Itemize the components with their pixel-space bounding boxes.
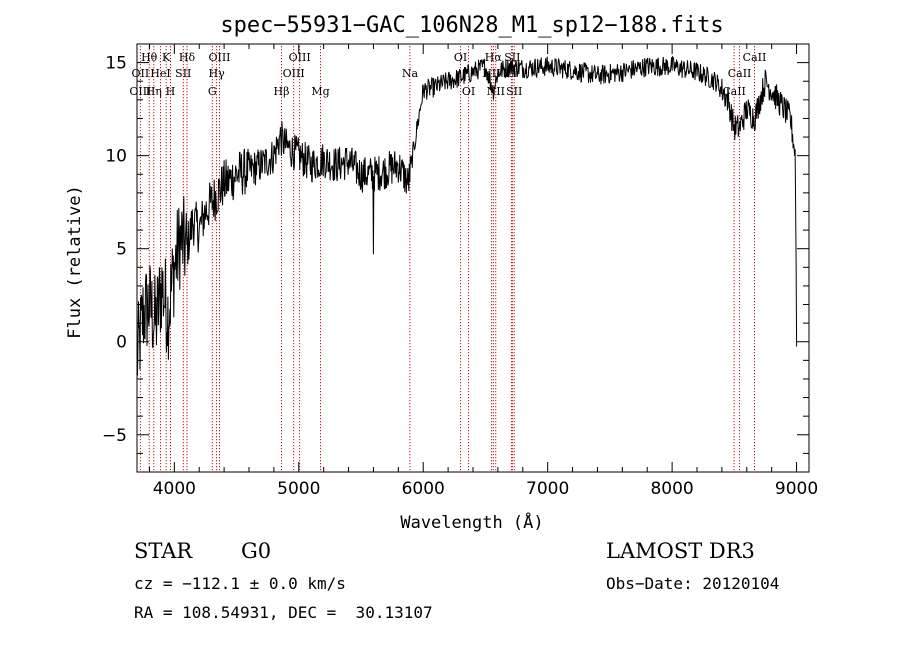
marker-label: SII: [175, 67, 191, 80]
x-tick-label: 5000: [277, 479, 320, 499]
marker-label: K: [162, 51, 171, 64]
marker-label: OI: [454, 51, 467, 64]
marker-label: Hη: [146, 85, 162, 98]
marker-label: G: [208, 85, 217, 98]
marker-label: Hδ: [179, 51, 196, 64]
object-type: STAR: [134, 539, 193, 563]
x-tick-label: 9000: [775, 479, 818, 499]
marker-label: OII: [132, 67, 150, 80]
axis-ticks: 4000 5000 6000 7000 8000 9000 −5 0 5 10 15: [102, 43, 818, 499]
redshift-text: cz = −112.1 ± 0.0 km/s: [134, 574, 346, 593]
marker-label: OI: [462, 85, 475, 98]
obs-date: Obs−Date: 20120104: [606, 574, 780, 593]
chart-title: spec−55931−GAC_106N28_M1_sp12−188.fits: [220, 13, 723, 38]
y-tick-label: 15: [105, 54, 127, 74]
marker-label: H: [166, 85, 176, 98]
x-tick-label: 8000: [650, 479, 693, 499]
marker-label: Hθ: [141, 51, 158, 64]
y-tick-label: 5: [116, 240, 127, 260]
spectrum-line: [136, 55, 798, 376]
marker-label: OIII: [208, 51, 230, 64]
coordinates: RA = 108.54931, DEC = 30.13107: [134, 603, 433, 622]
marker-label: OIII: [289, 51, 311, 64]
x-tick-label: 7000: [526, 479, 569, 499]
marker-label: Hγ: [209, 67, 226, 80]
marker-label: SII: [506, 85, 522, 98]
line-markers: Hθ OII OIII K HeI Hη H SII Hδ OIII Hγ G Hβ OIII OIII Mg…: [129, 46, 766, 472]
marker-label: Na: [402, 67, 419, 80]
object-subclass: G0: [241, 539, 272, 563]
marker-label: CaII: [728, 67, 752, 80]
spectrum-chart: spec−55931−GAC_106N28_M1_sp12−188.fits H…: [65, 13, 818, 533]
marker-label: Hα: [485, 51, 503, 64]
y-tick-label: 0: [116, 333, 127, 353]
marker-label: NII: [487, 85, 505, 98]
x-tick-label: 4000: [153, 479, 196, 499]
marker-label: HeI: [150, 67, 170, 80]
y-axis-label: Flux (relative): [65, 185, 85, 339]
y-tick-label: −5: [102, 426, 127, 446]
marker-label: CaII: [743, 51, 767, 64]
x-axis-label: Wavelength (Å): [400, 511, 543, 533]
marker-label: Li: [506, 67, 517, 80]
y-tick-label: 10: [105, 147, 127, 167]
marker-label: OIII: [283, 67, 305, 80]
plot-frame: [136, 43, 810, 473]
survey-name: LAMOST DR3: [606, 539, 755, 563]
x-tick-label: 6000: [402, 479, 445, 499]
marker-label: OIII: [129, 85, 151, 98]
marker-label: Mg: [311, 85, 329, 98]
marker-label: Hβ: [274, 85, 290, 98]
